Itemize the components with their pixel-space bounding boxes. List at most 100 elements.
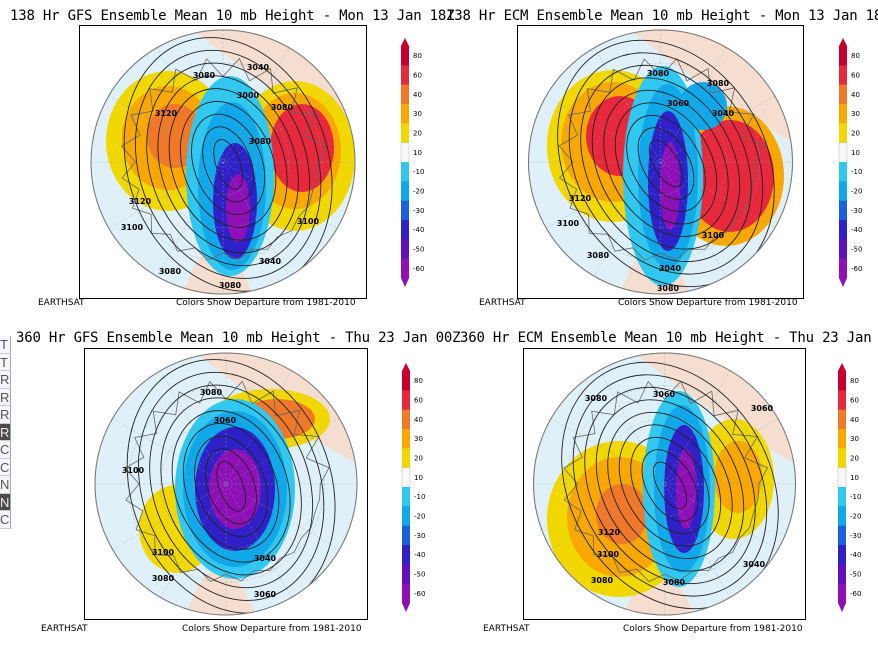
colorbar-swatch: [401, 467, 411, 488]
height-contour: [171, 410, 291, 563]
height-contour: [572, 374, 768, 597]
colorbar-label: -30: [414, 532, 425, 540]
colorbar-swatch: [401, 84, 409, 105]
colorbar-swatch: [838, 525, 846, 546]
colorbar-cap-bottom: [401, 278, 409, 287]
landmass-americas: [186, 569, 256, 615]
height-contour: [626, 114, 706, 213]
colorbar-swatch: [401, 200, 409, 221]
contour-value-label: 3080: [585, 394, 608, 403]
colorbar-swatch: [838, 583, 846, 604]
contour-value-label: 3080: [657, 284, 680, 293]
sidebar-item[interactable]: R: [0, 371, 11, 389]
coastline: [120, 57, 328, 261]
contour-value-label: 3040: [659, 264, 682, 273]
height-contour: [157, 75, 299, 254]
colorbar-label: -30: [850, 532, 861, 540]
height-contour: [603, 89, 729, 238]
polar-map: 3080 3060 3100 3100 3080 3040 3060: [94, 352, 358, 616]
colorbar-cap-bottom: [839, 278, 847, 287]
polar-map: 3080 3080 3040 3060 3120 3100 3080 3100 3040 3080: [528, 29, 793, 295]
contour-value-label: 3040: [259, 257, 282, 266]
colorbar-legend: 80 60 40 30 20 10 -10 -20 -30 -40 -50 -60: [837, 363, 861, 612]
contour-value-label: 3080: [200, 388, 223, 397]
colorbar-swatch: [838, 506, 846, 527]
contour-value-label: 3080: [663, 578, 686, 587]
colorbar-label: 20: [414, 455, 423, 463]
sidebar-item[interactable]: C: [0, 441, 11, 459]
contour-value-label: 3080: [159, 267, 182, 276]
height-contour: [202, 126, 254, 203]
colorbar-label: -50: [413, 246, 424, 254]
height-contour: [194, 435, 269, 538]
colorbar-cap-top: [839, 38, 847, 46]
contour-value-label: 3080: [587, 251, 610, 260]
colorbar-swatch: [839, 181, 847, 202]
contour-value-label: 3100: [702, 231, 725, 240]
colorbar-label: -50: [850, 571, 861, 579]
footer-source: EARTHSAT: [41, 624, 88, 634]
height-contour: [205, 448, 257, 525]
colorbar-swatch: [401, 181, 409, 202]
height-contour: [568, 52, 764, 275]
sidebar-item[interactable]: C: [0, 458, 11, 476]
height-contour: [182, 422, 280, 550]
footer-source: EARTHSAT: [38, 298, 85, 308]
height-contour: [637, 127, 695, 200]
colorbar-swatch: [401, 258, 409, 279]
colorbar-label: -60: [850, 590, 861, 598]
height-contour: [607, 411, 733, 560]
height-contour: [149, 384, 314, 589]
colorbar-label: -50: [851, 246, 862, 254]
latitude-line: [193, 451, 259, 517]
colorbar-swatch: [839, 65, 847, 86]
colorbar-swatch: [402, 545, 410, 565]
globe-outline: [94, 352, 358, 616]
colorbar-label: 20: [850, 455, 859, 463]
colorbar-swatch: [839, 84, 847, 105]
sidebar-item[interactable]: R: [0, 388, 11, 406]
sidebar-item[interactable]: R: [0, 423, 11, 441]
height-contour: [618, 424, 722, 547]
height-contour: [630, 436, 710, 535]
panel-gfs-138hr: 138 Hr GFS Ensemble Mean 10 mb Height - …: [10, 8, 455, 330]
colorbar-label: -60: [851, 265, 862, 273]
contour-value-label: 3040: [712, 109, 735, 118]
sidebar-item[interactable]: C: [0, 511, 11, 529]
height-contour: [580, 64, 752, 263]
colorbar-swatch: [402, 564, 410, 585]
height-contour: [134, 49, 322, 279]
colorbar-swatch: [839, 104, 847, 124]
sidebar-item[interactable]: R: [0, 406, 11, 424]
height-contour: [168, 88, 288, 241]
panel-title: 360 Hr ECM Ensemble Mean 10 mb Height - …: [460, 330, 878, 346]
sidebar-item[interactable]: N: [0, 476, 11, 494]
colorbar-cap-top: [402, 363, 410, 371]
colorbar-swatch: [838, 487, 846, 507]
contour-value-label: 3100: [297, 217, 320, 226]
longitude-line: [108, 95, 338, 229]
contour-value-label: 3080: [591, 576, 614, 585]
map-frame: 3080 3040 3000 3120 3080 3120 3100 3080 3080 3040…: [79, 25, 367, 299]
colorbar-label: -40: [413, 226, 424, 234]
colorbar-label: 60: [413, 72, 422, 80]
colorbar-label: -20: [413, 188, 424, 196]
colorbar-legend: 80 60 40 30 20 10 -10 -20 -30 -40 -50 -60: [838, 38, 862, 287]
map-frame: 3080 3080 3040 3060 3120 3100 3080 3100 3040 3080: [517, 25, 804, 299]
contour-value-label: 3100: [557, 219, 580, 228]
warm-anomaly-region: [686, 120, 774, 232]
colorbar-swatch: [839, 220, 847, 240]
sidebar-item[interactable]: T: [0, 353, 11, 371]
contour-value-label: 3060: [214, 416, 237, 425]
longitude-line: [594, 47, 727, 277]
colorbar-label: 10: [414, 474, 423, 482]
colorbar-swatch: [839, 123, 847, 144]
cold-anomaly-region: [679, 82, 727, 130]
contour-value-label: 3040: [743, 560, 766, 569]
sidebar-item[interactable]: N: [0, 493, 11, 511]
colorbar-label: 10: [850, 474, 859, 482]
colorbar-swatch: [838, 390, 846, 411]
panel-gfs-360hr: 360 Hr GFS Ensemble Mean 10 mb Height - …: [16, 330, 461, 652]
colorbar-label: 80: [413, 52, 422, 60]
sidebar-item[interactable]: T: [0, 336, 11, 354]
